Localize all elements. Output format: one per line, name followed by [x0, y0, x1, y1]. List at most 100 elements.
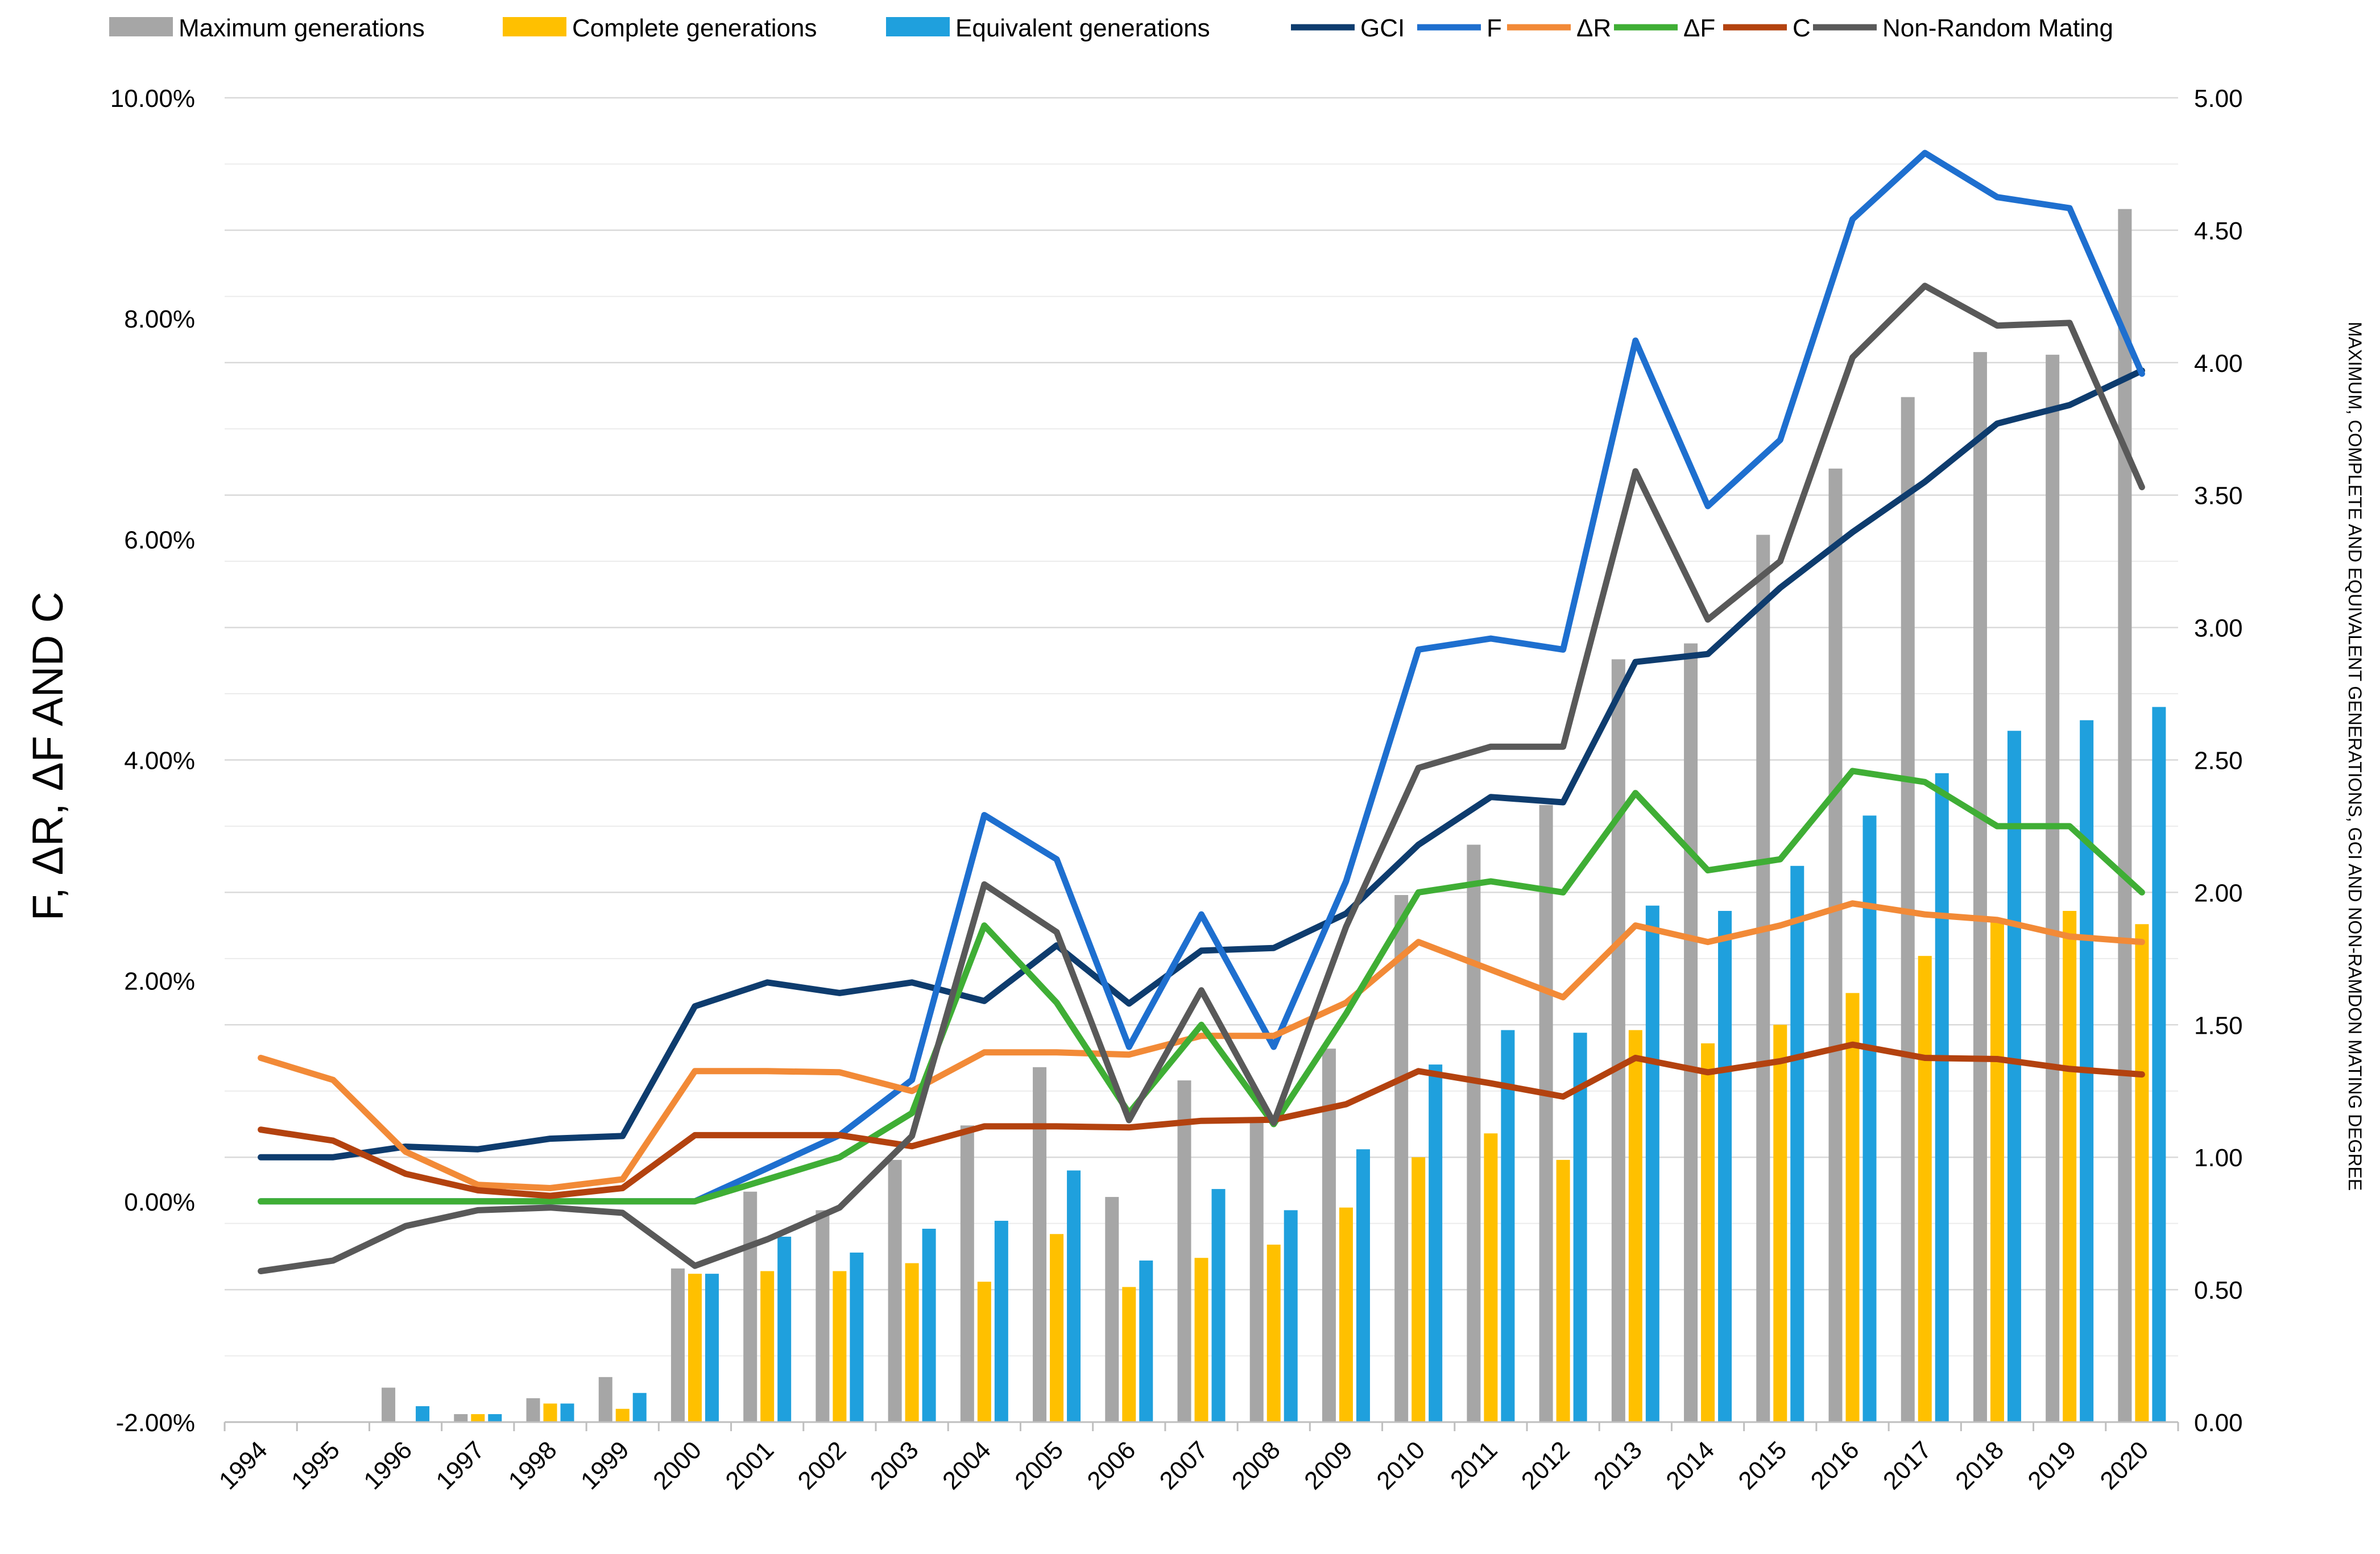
bar-equivalent-generations — [1139, 1260, 1153, 1422]
legend-label: Equivalent generations — [955, 14, 1210, 42]
bar-complete-generations — [615, 1408, 630, 1422]
x-tick-label: 2020 — [2095, 1436, 2154, 1495]
bar-equivalent-generations — [850, 1252, 864, 1422]
x-tick-label: 1999 — [576, 1436, 635, 1495]
bar-complete-generations — [2063, 911, 2077, 1422]
bar-complete-generations — [760, 1271, 775, 1422]
bar-maximum-generations — [888, 1159, 902, 1422]
legend-item: Complete generations — [503, 14, 817, 42]
bar-maximum-generations — [670, 1268, 685, 1422]
legend-item: ΔF — [1614, 14, 1715, 42]
bar-complete-generations — [688, 1274, 702, 1422]
x-tick-label: 2008 — [1227, 1436, 1286, 1495]
bar-equivalent-generations — [1645, 905, 1659, 1422]
legend-swatch — [503, 17, 566, 36]
bar-maximum-generations — [1973, 352, 1987, 1423]
legend-label: ΔR — [1576, 14, 1611, 42]
x-tick-label: 1998 — [503, 1436, 562, 1495]
bar-complete-generations — [1339, 1207, 1353, 1422]
bar-maximum-generations — [1467, 844, 1481, 1422]
bar-maximum-generations — [598, 1377, 612, 1422]
y-right-tick-label: 2.00 — [2194, 879, 2243, 907]
y-right-tick-label: 1.50 — [2194, 1012, 2243, 1039]
x-tick-label: 2007 — [1154, 1436, 1214, 1495]
x-tick-label: 2012 — [1516, 1436, 1575, 1495]
legend: Maximum generations Complete generations E… — [109, 14, 2113, 42]
bar-maximum-generations — [1539, 805, 1553, 1422]
y-left-tick-label: 6.00% — [124, 526, 195, 554]
bar-complete-generations — [977, 1282, 991, 1422]
gridlines — [225, 97, 2178, 1357]
legend-label: Maximum generations — [179, 14, 425, 42]
legend-item: F — [1417, 14, 1502, 42]
bar-maximum-generations — [2118, 209, 2132, 1422]
bar-complete-generations — [1556, 1159, 1570, 1422]
x-tick-label: 1994 — [214, 1436, 273, 1495]
x-tick-label: 2018 — [1950, 1436, 2009, 1495]
y-right-tick-label: 2.50 — [2194, 747, 2243, 775]
axes — [223, 1421, 2179, 1431]
bar-maximum-generations — [960, 1125, 974, 1422]
legend-label: ΔF — [1683, 14, 1715, 42]
x-tick-label: 2011 — [1445, 1436, 1503, 1494]
bar-complete-generations — [1484, 1133, 1498, 1422]
x-tick-label: 2003 — [865, 1436, 924, 1495]
bar-equivalent-generations — [1067, 1170, 1081, 1422]
x-tick-label: 2001 — [720, 1436, 779, 1495]
bar-equivalent-generations — [2007, 731, 2021, 1422]
y-axis-left-label: F, ΔR, ΔF AND C — [24, 592, 72, 921]
y-left-tick-label: 8.00% — [124, 305, 195, 333]
bar-equivalent-generations — [416, 1406, 430, 1422]
x-tick-label: 1997 — [431, 1436, 490, 1495]
bar-maximum-generations — [1828, 469, 1843, 1422]
bar-maximum-generations — [526, 1398, 540, 1422]
bar-complete-generations — [1918, 956, 1932, 1422]
line-non-random-mating — [258, 283, 2145, 1274]
y-axis-right-label: MAXIMUM, COMPLETE AND EQUIVALENT GENERAT… — [2345, 322, 2365, 1191]
y-right-tick-label: 0.50 — [2194, 1277, 2243, 1304]
bar-equivalent-generations — [922, 1228, 936, 1422]
x-tick-label: 2000 — [648, 1436, 707, 1495]
bar-equivalent-generations — [1501, 1030, 1515, 1422]
x-tick-label: 2010 — [1371, 1436, 1430, 1495]
line--r — [258, 900, 2145, 1191]
bar-complete-generations — [1701, 1043, 1715, 1422]
legend-label: Non-Random Mating — [1882, 14, 2113, 42]
line--f — [258, 768, 2145, 1205]
bar-equivalent-generations — [2152, 707, 2166, 1422]
y-left-tick-label: 2.00% — [124, 968, 195, 996]
bar-complete-generations — [1845, 993, 1860, 1422]
bar-equivalent-generations — [1356, 1149, 1370, 1422]
y-right-tick-label: 4.50 — [2194, 217, 2243, 245]
bar-complete-generations — [471, 1414, 485, 1422]
x-tick-label: 2006 — [1082, 1436, 1141, 1495]
bar-complete-generations — [2135, 924, 2149, 1422]
bar-complete-generations — [1628, 1030, 1642, 1422]
bar-equivalent-generations — [1573, 1033, 1587, 1422]
x-tick-label: 2004 — [937, 1436, 996, 1495]
bar-marks — [382, 209, 2166, 1423]
legend-swatch — [886, 17, 950, 36]
bar-maximum-generations — [1394, 895, 1409, 1422]
bar-maximum-generations — [1611, 659, 1625, 1422]
bar-maximum-generations — [743, 1191, 758, 1422]
y-right-tick-label: 3.50 — [2194, 482, 2243, 510]
bar-maximum-generations — [1177, 1080, 1191, 1422]
bar-maximum-generations — [1249, 1122, 1264, 1422]
bar-maximum-generations — [1033, 1067, 1047, 1422]
x-tick-label: 2016 — [1806, 1436, 1865, 1495]
legend-label: Complete generations — [572, 14, 817, 42]
bar-complete-generations — [905, 1263, 919, 1422]
y-right-tick-label: 3.00 — [2194, 615, 2243, 643]
bar-equivalent-generations — [777, 1236, 792, 1422]
bar-complete-generations — [543, 1403, 557, 1422]
bar-equivalent-generations — [1211, 1189, 1226, 1422]
legend-item: C — [1723, 14, 1811, 42]
bar-complete-generations — [833, 1271, 847, 1422]
bar-complete-generations — [1122, 1287, 1136, 1422]
x-tick-label: 2014 — [1661, 1436, 1720, 1495]
bar-equivalent-generations — [560, 1403, 574, 1422]
x-tick-label: 2013 — [1588, 1436, 1648, 1495]
bar-equivalent-generations — [632, 1393, 647, 1422]
